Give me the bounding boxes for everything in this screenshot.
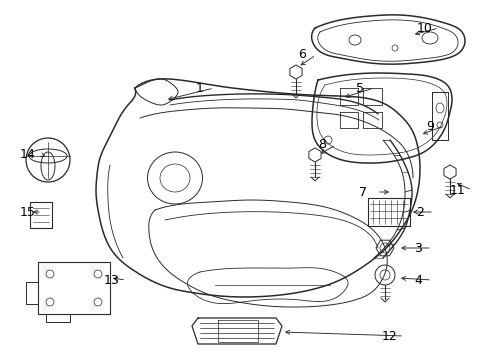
Text: 6: 6: [298, 49, 305, 62]
Text: 3: 3: [413, 242, 421, 255]
Text: 15: 15: [20, 206, 36, 219]
Text: 7: 7: [358, 185, 366, 198]
Text: 2: 2: [415, 206, 423, 219]
Text: 5: 5: [355, 81, 363, 94]
Text: 8: 8: [317, 139, 325, 152]
Text: 14: 14: [20, 148, 36, 162]
Text: 4: 4: [413, 274, 421, 287]
Text: 1: 1: [196, 81, 203, 94]
Circle shape: [374, 265, 394, 285]
Text: 13: 13: [104, 274, 120, 287]
Text: 10: 10: [416, 22, 432, 35]
Text: 9: 9: [425, 120, 433, 132]
Text: 11: 11: [449, 184, 465, 197]
Text: 12: 12: [381, 329, 397, 342]
